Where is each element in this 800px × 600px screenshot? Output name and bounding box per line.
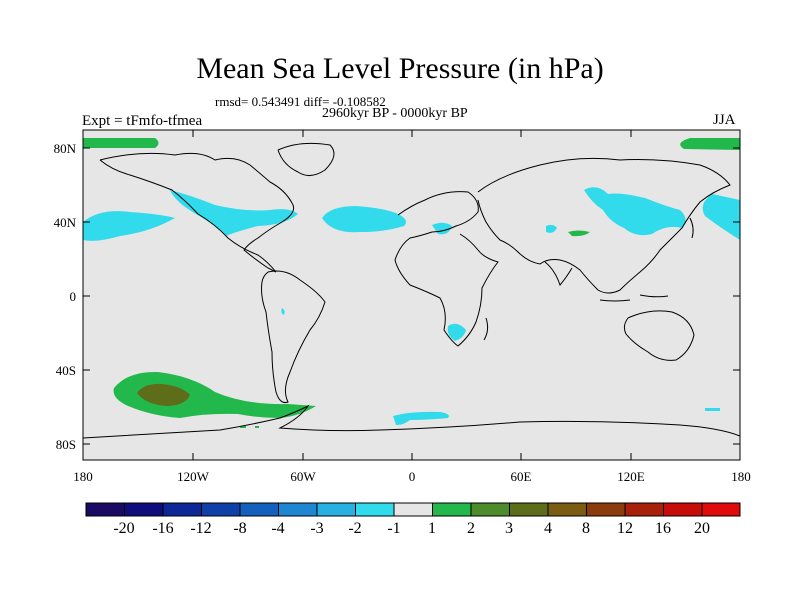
coastlines: [83, 142, 740, 439]
lon-label-60w: 60W: [290, 469, 316, 484]
colorbar-label: 3: [505, 520, 513, 537]
experiment-label: Expt = tFmfo-tfmea: [82, 113, 203, 129]
anomaly-cyan-iran: [546, 224, 557, 233]
colorbar-label: 16: [655, 520, 671, 537]
lon-label-0: 0: [408, 469, 416, 484]
colorbar-swatch-14: [586, 502, 626, 517]
colorbar-swatch-4: [201, 502, 241, 517]
colorbar-label: 2: [467, 520, 475, 537]
colorbar-label: -1: [387, 520, 401, 537]
colorbar-swatch-2: [124, 502, 164, 517]
colorbar-label: 12: [617, 520, 633, 537]
anomaly-green-antarctic-patch: [240, 426, 259, 428]
colorbar-swatch-9: [393, 502, 433, 517]
anomaly-green-arctic-east: [680, 138, 740, 150]
colorbar-swatch-16: [663, 502, 703, 517]
colorbar-label: -2: [348, 520, 362, 537]
stats-text: rmsd= 0.543491 diff= -0.108582: [215, 94, 386, 109]
colorbar-label: 4: [544, 520, 552, 537]
lon-ticks: [192, 130, 632, 460]
anomaly-cyan-central-asia: [584, 187, 686, 236]
colorbar-swatch-7: [316, 502, 356, 517]
colorbar-label: -12: [190, 520, 212, 537]
anomaly-cyan-north-atlantic: [322, 206, 406, 233]
colorbar-label: -3: [310, 520, 324, 537]
colorbar-label: -20: [113, 520, 135, 537]
colorbar-label: -8: [233, 520, 247, 537]
lat-label-0: 0: [69, 289, 77, 304]
colorbar-swatch-17: [701, 502, 741, 517]
colorbar-swatch-5: [239, 502, 279, 517]
lat-ticks: [83, 147, 740, 445]
lon-label-60e: 60E: [510, 469, 532, 484]
lat-label-40s: 40S: [55, 363, 76, 378]
colorbar-label: -4: [271, 520, 285, 537]
lon-label-180e: 180: [731, 469, 751, 484]
period-text: 2960kyr BP - 0000kyr BP: [322, 106, 468, 121]
colorbar-label: 8: [582, 520, 590, 537]
anomaly-cyan-north-pacific-east: [702, 194, 740, 240]
colorbar-swatch-8: [355, 502, 395, 517]
lat-label-80n: 80N: [53, 141, 76, 156]
colorbar-label: -16: [152, 520, 174, 537]
colorbar-swatch-12: [509, 502, 549, 517]
anomaly-green-arctic-west: [83, 138, 159, 148]
map-title: Mean Sea Level Pressure (in hPa): [196, 52, 604, 85]
colorbar-swatch-6: [278, 502, 318, 517]
colorbar-swatch-10: [432, 502, 472, 517]
colorbar-label: 1: [428, 520, 436, 537]
lon-label-180w: 180: [73, 469, 93, 484]
colorbar-label: 20: [694, 520, 710, 537]
anomaly-cyan-southern-africa: [447, 323, 466, 341]
colorbar-swatch-15: [624, 502, 664, 517]
lat-label-80s: 80S: [55, 437, 76, 452]
anomaly-cyan-far-east: [705, 408, 720, 411]
anomaly-cyan-south-america: [281, 308, 285, 315]
anomaly-green-south-pacific: [113, 371, 316, 418]
colorbar-swatch-13: [547, 502, 587, 517]
colorbar: [85, 502, 741, 517]
season-label: JJA: [713, 112, 736, 128]
anomaly-cyan-north-america: [170, 190, 298, 236]
lon-label-120e: 120E: [617, 469, 645, 484]
colorbar-swatch-1: [85, 502, 125, 517]
anomaly-olive-south-pacific-core: [137, 383, 190, 406]
anomaly-cyan-southern-ocean: [393, 411, 449, 425]
lat-label-40n: 40N: [53, 215, 76, 230]
lon-label-120w: 120W: [177, 469, 209, 484]
anomaly-green-asia: [568, 230, 590, 237]
colorbar-swatch-11: [470, 502, 510, 517]
anomaly-cyan-north-pacific-west: [83, 211, 175, 241]
colorbar-swatch-3: [162, 502, 202, 517]
